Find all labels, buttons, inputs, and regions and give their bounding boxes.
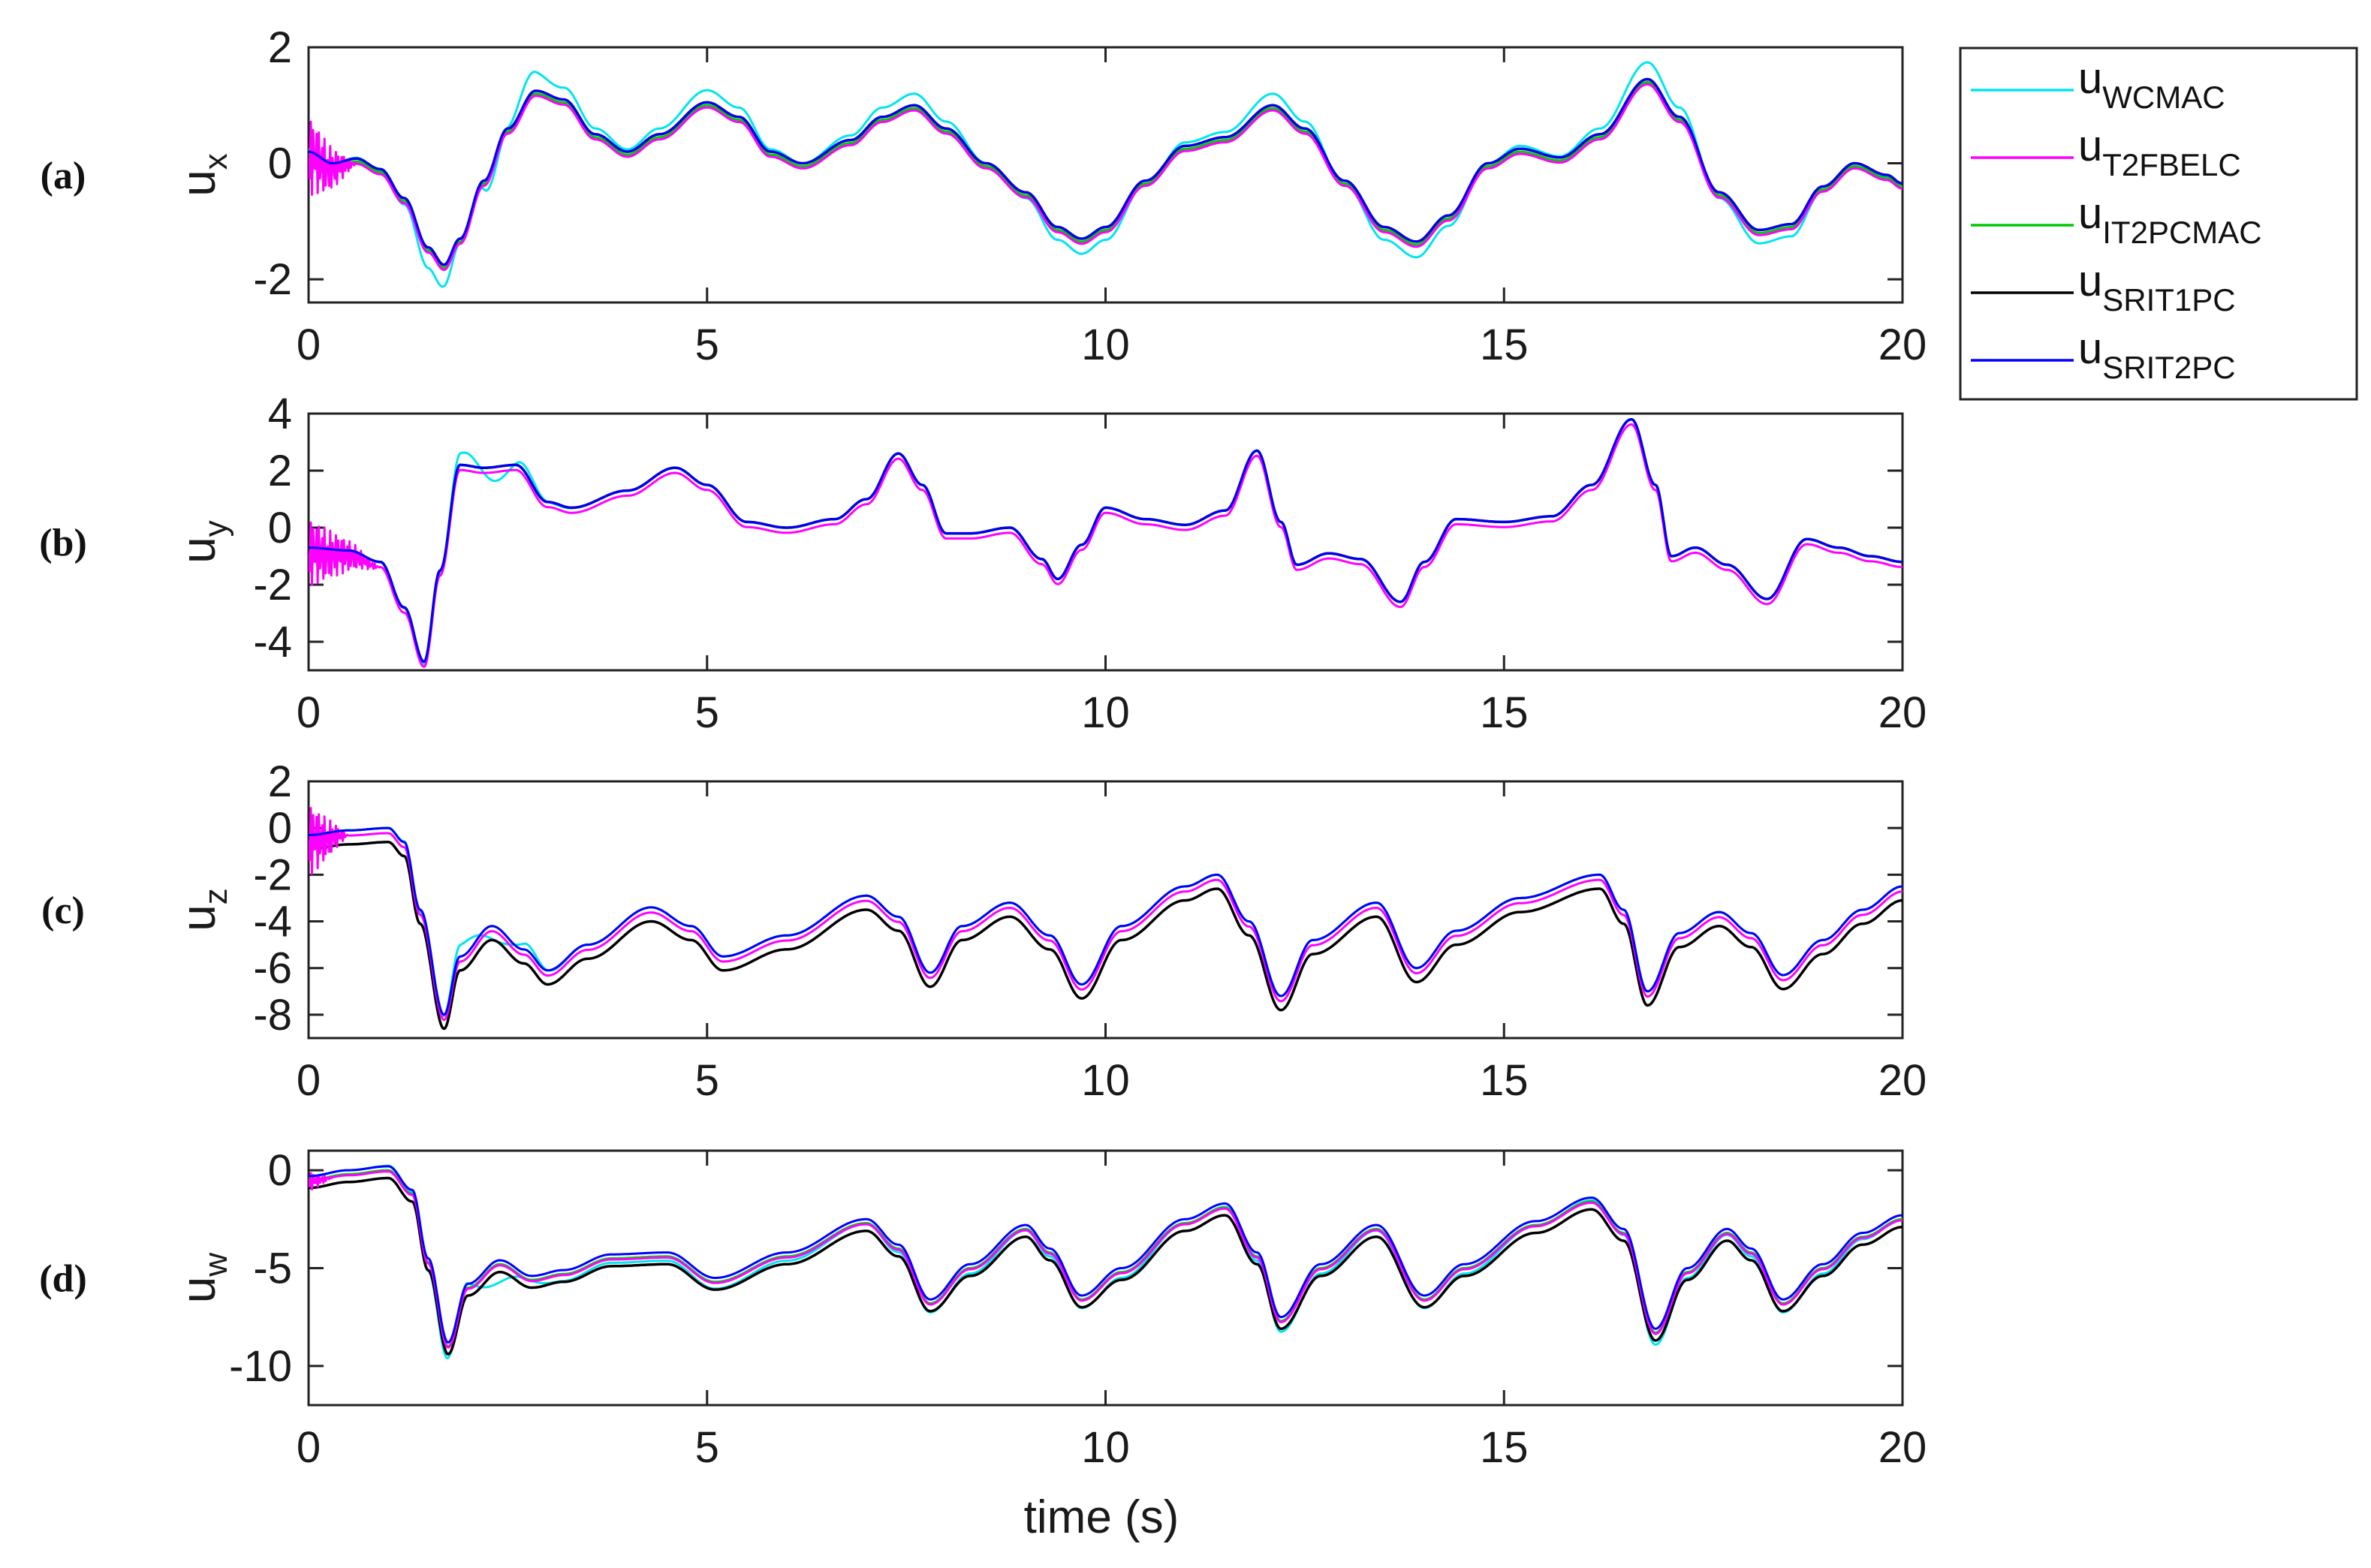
x-tick-label: 0 — [297, 1423, 321, 1472]
series-line-srit1pc — [309, 841, 1903, 1031]
y-tick-label: 2 — [268, 757, 292, 806]
series-group — [309, 1164, 1903, 1359]
legend-entry: uT2FBELC — [2078, 122, 2241, 182]
y-tick-label: 2 — [268, 447, 292, 495]
series-line-srit2pc — [309, 826, 1903, 1016]
y-axis-label: ux — [171, 153, 234, 197]
panel-label: (c) — [41, 889, 85, 932]
x-tick-label: 0 — [297, 1056, 321, 1105]
legend-entry: uIT2PCMAC — [2078, 189, 2262, 250]
x-tick-label: 0 — [297, 688, 321, 737]
series-group — [309, 807, 1903, 1031]
y-tick-label: -2 — [253, 255, 292, 304]
axes-box — [307, 412, 1904, 672]
series-line-wcmac — [309, 418, 1903, 666]
x-tick-label: 15 — [1480, 1423, 1529, 1472]
x-tick-label: 5 — [695, 321, 719, 369]
panel-label: (d) — [39, 1258, 87, 1301]
x-tick-label: 10 — [1081, 1056, 1130, 1105]
subplot-b: -4 -2 0 2 4 0 5 10 15 20 uy (b) — [39, 390, 1927, 737]
panel-label: (b) — [39, 522, 87, 564]
y-tick-label: -10 — [229, 1342, 292, 1391]
subplot-d: -10 -5 0 0 5 10 15 20 uw (d) — [39, 1146, 1927, 1472]
y-tick-label: 0 — [268, 504, 292, 552]
x-tick-label: 0 — [297, 321, 321, 369]
y-tick-label: -5 — [253, 1244, 292, 1293]
y-tick-label: 0 — [268, 140, 292, 188]
y-tick-label: -2 — [253, 561, 292, 609]
legend-entry: uWCMAC — [2078, 54, 2225, 115]
y-axis-label: uw — [171, 1253, 234, 1304]
y-tick-label: -8 — [253, 991, 292, 1040]
x-tick-label: 5 — [695, 1423, 719, 1472]
y-tick-label: -4 — [253, 618, 292, 667]
x-tick-label: 20 — [1878, 321, 1927, 369]
y-tick-label: -4 — [253, 898, 292, 947]
x-tick-label: 5 — [695, 688, 719, 737]
series-line-srit1pc — [309, 417, 1903, 664]
x-tick-label: 20 — [1878, 688, 1927, 737]
series-line-it2pcmac — [309, 826, 1903, 1016]
series-line-srit2pc — [309, 418, 1903, 663]
series-line-t2fbelc — [309, 807, 1903, 1022]
series-line-t2fbelc — [309, 83, 1903, 272]
x-tick-label: 10 — [1081, 688, 1130, 737]
y-axis-label: uy — [171, 520, 234, 564]
x-tick-label: 20 — [1878, 1056, 1927, 1105]
legend-entry: uSRIT1PC — [2078, 257, 2236, 318]
legend-box — [1959, 47, 2358, 401]
legend-entry: uSRIT2PC — [2078, 324, 2236, 385]
series-group — [309, 61, 1903, 288]
series-line-wcmac — [309, 826, 1903, 1018]
series-line-srit2pc — [309, 78, 1903, 266]
y-tick-label: 0 — [268, 804, 292, 853]
y-tick-label: 4 — [268, 390, 292, 438]
x-tick-label: 5 — [695, 1056, 719, 1105]
y-axis-label: uz — [171, 888, 234, 931]
series-group — [309, 417, 1903, 668]
y-tick-label: -6 — [253, 944, 292, 993]
axes-box — [307, 780, 1904, 1040]
x-tick-label: 10 — [1081, 1423, 1130, 1472]
x-axis-label: time (s) — [1024, 1491, 1179, 1543]
series-line-srit2pc — [309, 1165, 1903, 1344]
y-tick-label: 0 — [268, 1146, 292, 1195]
series-line-t2fbelc — [309, 423, 1903, 668]
series-line-it2pcmac — [309, 418, 1903, 663]
y-tick-label: -2 — [253, 850, 292, 899]
x-tick-label: 20 — [1878, 1423, 1927, 1472]
x-tick-label: 15 — [1480, 1056, 1529, 1105]
x-tick-label: 15 — [1480, 688, 1529, 737]
x-tick-label: 15 — [1480, 321, 1529, 369]
series-line-srit1pc — [309, 77, 1903, 266]
series-line-wcmac — [309, 61, 1903, 288]
series-line-srit1pc — [309, 1176, 1903, 1356]
y-tick-label: 2 — [268, 23, 292, 72]
series-line-it2pcmac — [309, 80, 1903, 269]
panel-label: (a) — [41, 155, 86, 197]
x-tick-label: 10 — [1081, 321, 1130, 369]
